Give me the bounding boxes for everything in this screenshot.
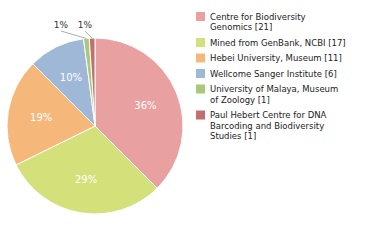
legend-swatch	[196, 54, 205, 63]
leader-line	[85, 31, 92, 38]
pie-slice	[89, 38, 95, 126]
legend-item: Hebei University, Museum [11]	[196, 53, 342, 63]
data-label: 36%	[134, 100, 156, 111]
legend-item: University of Malaya, Museumof Zoology […	[196, 84, 338, 105]
legend-label: Wellcome Sanger Institute [6]	[210, 69, 337, 79]
data-label: 10%	[60, 72, 82, 83]
legend-swatch	[196, 69, 205, 78]
legend-swatch	[196, 38, 205, 47]
chart: 36% 29% 19% 10% 1% 1% Centre for BiodiversityG…	[0, 0, 380, 240]
legend: Centre for BiodiversityGenomics [21] Mine…	[196, 12, 346, 142]
legend-item: Wellcome Sanger Institute [6]	[196, 69, 337, 79]
legend-label: University of Malaya, Museumof Zoology […	[210, 84, 338, 105]
data-label: 1%	[78, 20, 93, 30]
legend-label: Hebei University, Museum [11]	[210, 53, 342, 63]
data-label: 19%	[30, 112, 52, 123]
legend-item: Mined from GenBank, NCBI [17]	[196, 38, 346, 48]
leader-line	[61, 31, 86, 38]
legend-label: Paul Hebert Centre for DNABarcoding and …	[210, 110, 327, 141]
pie-slice	[84, 38, 95, 126]
pie	[7, 38, 183, 214]
legend-item: Centre for BiodiversityGenomics [21]	[196, 12, 306, 33]
legend-label: Mined from GenBank, NCBI [17]	[210, 38, 346, 48]
legend-item: Paul Hebert Centre for DNABarcoding and …	[196, 110, 327, 141]
legend-label: Centre for BiodiversityGenomics [21]	[210, 12, 306, 33]
data-labels: 36% 29% 19% 10% 1% 1%	[30, 20, 156, 185]
data-label: 29%	[75, 174, 97, 185]
data-label: 1%	[54, 20, 69, 30]
legend-swatch	[196, 12, 205, 21]
legend-swatch	[196, 111, 205, 120]
legend-swatch	[196, 85, 205, 94]
